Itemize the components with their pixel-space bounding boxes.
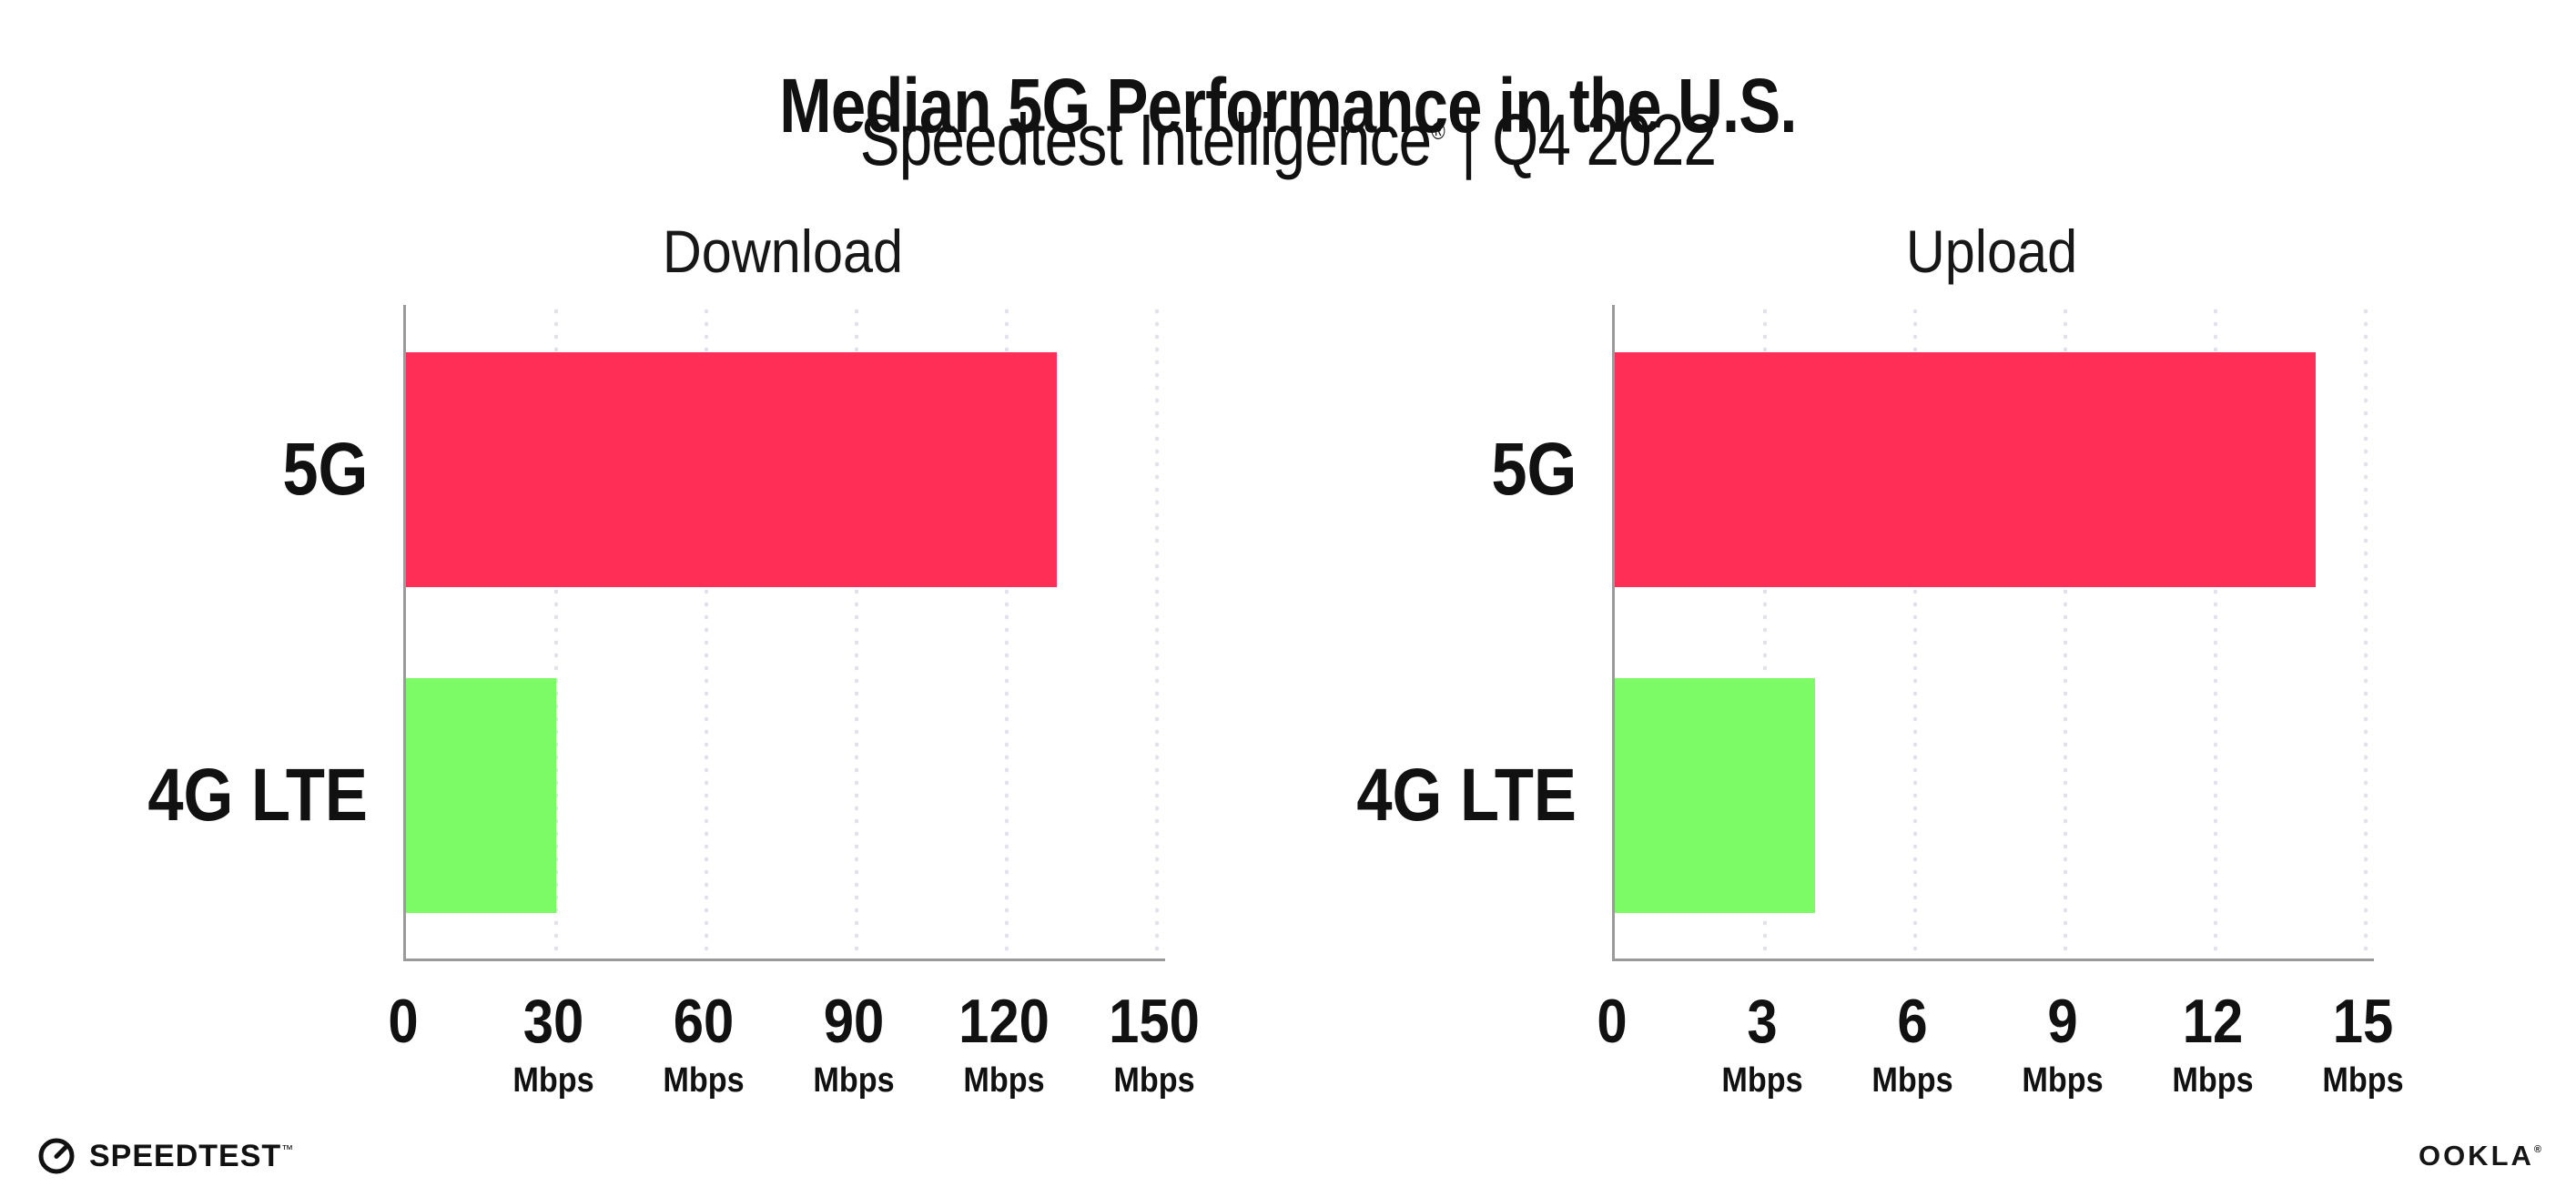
- x-tick-unit: Mbps: [1113, 1061, 1195, 1100]
- x-tick-value: 9: [2047, 987, 2078, 1056]
- x-tick-value: 60: [673, 987, 735, 1056]
- bar-5g: [406, 352, 1057, 587]
- x-tick-unit: Mbps: [663, 1061, 745, 1100]
- gridline-90: [855, 305, 858, 959]
- gridline-30: [554, 305, 558, 959]
- x-tick-12: 12 Mbps: [2167, 990, 2257, 1098]
- x-tick-value: 12: [2182, 987, 2244, 1056]
- trademark-icon: ™: [281, 1141, 294, 1156]
- x-tick-120: 120 Mbps: [952, 990, 1055, 1098]
- x-tick-unit: Mbps: [813, 1061, 895, 1100]
- x-tick-value: 30: [522, 987, 584, 1056]
- x-tick-value: 3: [1747, 987, 1778, 1056]
- gridline-9: [2064, 305, 2067, 959]
- category-label-4g-lte: 4G LTE: [1356, 754, 1577, 837]
- gridline-120: [1005, 305, 1009, 959]
- x-tick-unit: Mbps: [1721, 1061, 1803, 1100]
- x-tick-value: 15: [2332, 987, 2394, 1056]
- subtitle-brand: Speedtest Intelligence: [859, 99, 1432, 180]
- gridline-12: [2214, 305, 2217, 959]
- bar-4g-lte: [1615, 678, 1815, 913]
- x-tick-unit: Mbps: [963, 1061, 1045, 1100]
- x-tick-150: 150 Mbps: [1102, 990, 1205, 1098]
- x-tick-value: 0: [388, 987, 419, 1056]
- x-tick-3: 3 Mbps: [1717, 990, 1807, 1098]
- x-tick-value: 0: [1597, 987, 1628, 1056]
- category-label-5g: 5G: [281, 428, 368, 511]
- bar-5g: [1615, 352, 2316, 587]
- x-tick-60: 60 Mbps: [658, 990, 748, 1098]
- x-tick-6: 6 Mbps: [1867, 990, 1957, 1098]
- x-tick-unit: Mbps: [1871, 1061, 1953, 1100]
- x-tick-0: 0: [1595, 990, 1629, 1052]
- x-tick-value: 150: [1109, 987, 1200, 1056]
- x-tick-9: 9 Mbps: [2017, 990, 2107, 1098]
- x-tick-unit: Mbps: [2322, 1061, 2404, 1100]
- x-tick-0: 0: [386, 990, 421, 1052]
- speedtest-logo: SPEEDTEST™: [36, 1136, 293, 1176]
- x-tick-15: 15 Mbps: [2317, 990, 2408, 1098]
- upload-chart-title: Upload: [1905, 218, 2078, 285]
- page-subtitle: Speedtest Intelligence® | Q4 2022: [232, 98, 2345, 182]
- gridline-3: [1763, 305, 1767, 959]
- category-label-4g-lte: 4G LTE: [147, 754, 368, 837]
- x-tick-unit: Mbps: [2022, 1061, 2104, 1100]
- gridline-6: [1913, 305, 1917, 959]
- x-tick-unit: Mbps: [512, 1061, 594, 1100]
- gridline-150: [1155, 305, 1159, 959]
- x-tick-unit: Mbps: [2172, 1061, 2254, 1100]
- download-plot-area: 5G 4G LTE: [147, 305, 1165, 961]
- x-tick-30: 30 Mbps: [508, 990, 598, 1098]
- x-tick-value: 6: [1897, 987, 1928, 1056]
- ookla-registered-mark-icon: ®: [2533, 1144, 2541, 1155]
- gridline-15: [2364, 305, 2368, 959]
- category-label-5g: 5G: [1490, 428, 1577, 511]
- ookla-logo-text: OOKLA: [2418, 1140, 2534, 1172]
- upload-plot-area: 5G 4G LTE: [1356, 305, 2374, 961]
- x-tick-90: 90 Mbps: [808, 990, 898, 1098]
- x-tick-value: 90: [823, 987, 885, 1056]
- subtitle-separator: |: [1460, 99, 1476, 180]
- gridline-60: [705, 305, 708, 959]
- page-title: Median 5G Performance in the U.S.: [779, 63, 1797, 149]
- speedtest-logo-text: SPEEDTEST™: [89, 1138, 294, 1173]
- download-chart-title: Download: [662, 218, 904, 285]
- ookla-logo: OOKLA®: [2419, 1140, 2541, 1172]
- upload-x-axis-ticks: 0 3 Mbps 6 Mbps 9 Mbps 12 Mbps 15 Mbps: [1597, 990, 2403, 1136]
- registered-mark-icon: ®: [1431, 118, 1445, 145]
- subtitle-period: Q4 2022: [1492, 99, 1717, 180]
- bar-4g-lte: [406, 678, 556, 913]
- speedtest-gauge-icon: [38, 1138, 75, 1174]
- download-x-axis-ticks: 0 30 Mbps 60 Mbps 90 Mbps 120 Mbps 150 Mbps: [388, 990, 1200, 1136]
- x-tick-value: 120: [958, 987, 1050, 1056]
